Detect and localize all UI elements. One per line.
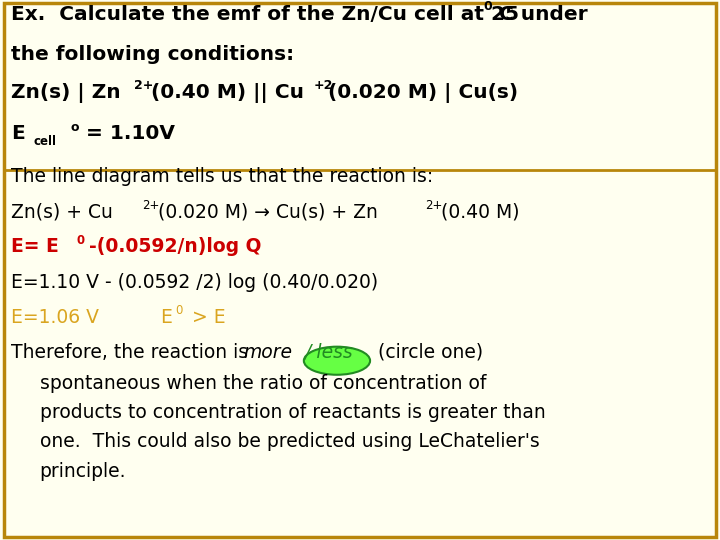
Text: E: E	[160, 308, 171, 327]
Text: > E: > E	[186, 308, 225, 327]
Text: -(0.0592/n)log Q: -(0.0592/n)log Q	[89, 238, 262, 256]
Text: principle.: principle.	[40, 462, 126, 481]
Text: 0: 0	[484, 1, 492, 14]
Text: 2+: 2+	[143, 199, 160, 212]
Text: E=1.06 V: E=1.06 V	[11, 308, 99, 327]
Text: 0: 0	[176, 304, 183, 317]
Text: more: more	[243, 343, 292, 362]
Text: Zn(s) | Zn: Zn(s) | Zn	[11, 83, 120, 103]
Text: C under: C under	[499, 5, 588, 24]
Text: (0.020 M) → Cu(s) + Zn: (0.020 M) → Cu(s) + Zn	[158, 202, 378, 221]
FancyBboxPatch shape	[4, 3, 716, 537]
Text: = 1.10V: = 1.10V	[79, 124, 175, 143]
Text: cell: cell	[33, 135, 56, 148]
Text: (0.40 M) || Cu: (0.40 M) || Cu	[151, 83, 304, 103]
Text: (0.020 M) | Cu(s): (0.020 M) | Cu(s)	[328, 83, 518, 103]
Text: 2+: 2+	[425, 199, 442, 212]
Text: E: E	[11, 124, 24, 143]
Text: E=1.10 V - (0.0592 /2) log (0.40/0.020): E=1.10 V - (0.0592 /2) log (0.40/0.020)	[11, 273, 378, 292]
Ellipse shape	[304, 347, 370, 375]
Text: 0: 0	[76, 234, 84, 247]
Text: the following conditions:: the following conditions:	[11, 45, 294, 64]
Text: Zn(s) + Cu: Zn(s) + Cu	[11, 202, 112, 221]
Text: one.  This could also be predicted using LeChatelier's: one. This could also be predicted using …	[40, 433, 539, 451]
Text: products to concentration of reactants is greater than: products to concentration of reactants i…	[40, 403, 545, 422]
Text: 2+: 2+	[134, 79, 153, 92]
Text: / less: / less	[305, 343, 354, 362]
Text: (0.40 M): (0.40 M)	[441, 202, 520, 221]
Text: E= E: E= E	[11, 238, 58, 256]
Text: Therefore, the reaction is: Therefore, the reaction is	[11, 343, 254, 362]
Text: The line diagram tells us that the reaction is:: The line diagram tells us that the react…	[11, 167, 433, 186]
Text: (circle one): (circle one)	[372, 343, 483, 362]
Text: o: o	[71, 121, 79, 134]
Text: +2: +2	[313, 79, 333, 92]
Text: spontaneous when the ratio of concentration of: spontaneous when the ratio of concentrat…	[40, 374, 486, 393]
Text: Ex.  Calculate the emf of the Zn/Cu cell at 25: Ex. Calculate the emf of the Zn/Cu cell …	[11, 5, 519, 24]
